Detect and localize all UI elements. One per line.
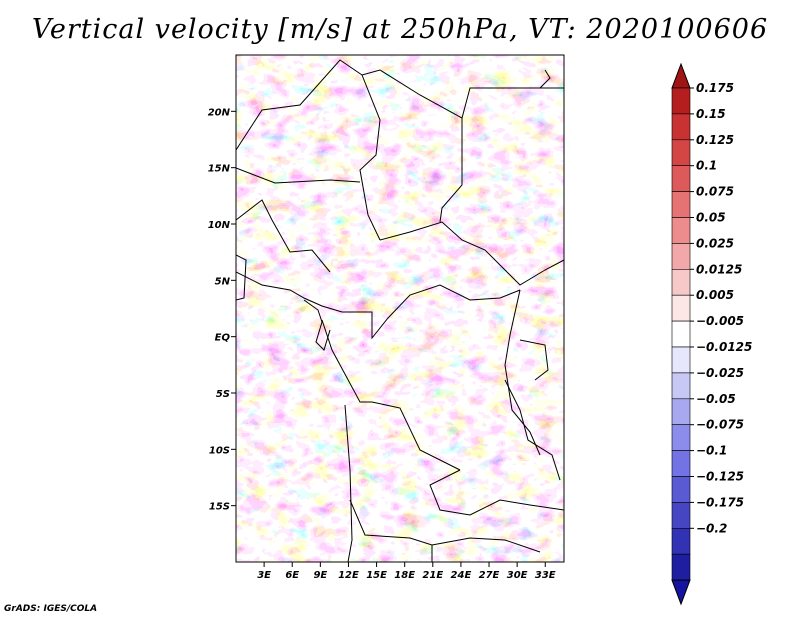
colorbar-label: 0.15 [696, 107, 726, 121]
lon-tick-label: 15E [366, 570, 387, 581]
colorbar-segment [671, 502, 691, 529]
colorbar-segment [671, 476, 691, 503]
lat-tick-label: 15S [209, 502, 230, 513]
lon-tick-label: 24E [451, 570, 472, 581]
colorbar-label: 0.1 [696, 159, 717, 173]
lat-tick-label: 10N [208, 220, 231, 231]
colorbar-segment [671, 191, 691, 218]
lat-tick-label: 5S [216, 389, 230, 400]
lat-tick-label: 5N [215, 276, 231, 287]
colorbar-segment [671, 294, 691, 322]
colorbar-bottom-triangle [671, 579, 691, 606]
colorbar-label: −0.2 [696, 521, 727, 535]
colorbar-segment [671, 87, 691, 115]
colorbar-segment [671, 346, 691, 374]
colorbar-label: −0.0125 [696, 340, 752, 354]
colorbar-label: 0.075 [696, 185, 734, 199]
velocity-field [236, 55, 564, 562]
chart-title: Vertical velocity [m/s] at 250hPa, VT: 2… [31, 14, 769, 45]
colorbar-segment [671, 243, 691, 270]
lon-tick-label: 18E [394, 570, 415, 581]
colorbar-label: 0.025 [696, 236, 734, 250]
latitude-axis: 20N 15N 10N 5N EQ 5S 10S 15S [208, 107, 236, 513]
colorbar-segment [671, 320, 691, 348]
colorbar-label: −0.175 [696, 495, 744, 509]
colorbar-segment [671, 424, 691, 451]
colorbar-label: −0.05 [696, 392, 736, 406]
lon-tick-label: 27E [479, 570, 500, 581]
lon-tick-label: 9E [313, 570, 327, 581]
lon-tick-label: 21E [422, 570, 443, 581]
colorbar-segment [671, 372, 691, 400]
colorbar-segment [671, 113, 691, 141]
colorbar: 0.175 0.15 0.125 0.1 0.075 0.05 0.025 0.0125 0.0… [671, 62, 752, 606]
country-borders [236, 59, 564, 562]
colorbar-label: 0.05 [696, 211, 726, 225]
longitude-axis: 3E 6E 9E 12E 15E 18E 21E 24E 27E 30E 33E [257, 562, 556, 581]
colorbar-label: −0.075 [696, 418, 744, 432]
colorbar-label: 0.125 [696, 133, 734, 147]
colorbar-segment [671, 450, 691, 477]
colorbar-segment [671, 139, 691, 167]
colorbar-label: −0.025 [696, 366, 744, 380]
lon-tick-label: 33E [535, 570, 556, 581]
colorbar-label: −0.005 [696, 314, 744, 328]
colorbar-label: −0.125 [696, 470, 744, 484]
lat-tick-label: EQ [215, 333, 231, 344]
lon-tick-label: 30E [507, 570, 528, 581]
lat-tick-label: 15N [208, 164, 231, 175]
lat-tick-label: 20N [208, 107, 231, 118]
colorbar-segment [671, 553, 691, 581]
colorbar-segment [671, 398, 691, 425]
colorbar-label: 0.175 [696, 81, 734, 95]
colorbar-label: 0.0125 [696, 262, 742, 276]
colorbar-label: −0.1 [696, 444, 727, 458]
grads-credit: GrADS: IGES/COLA [4, 604, 98, 614]
lat-tick-label: 10S [209, 445, 230, 456]
colorbar-label: 0.005 [696, 288, 734, 302]
lon-tick-label: 12E [338, 570, 359, 581]
colorbar-segment [671, 527, 691, 555]
map-frame [235, 54, 565, 563]
colorbar-top-triangle [671, 62, 691, 89]
colorbar-segment [671, 268, 691, 296]
lon-tick-label: 3E [257, 570, 271, 581]
colorbar-segment [671, 165, 691, 192]
colorbar-segment [671, 217, 691, 244]
lon-tick-label: 6E [285, 570, 299, 581]
